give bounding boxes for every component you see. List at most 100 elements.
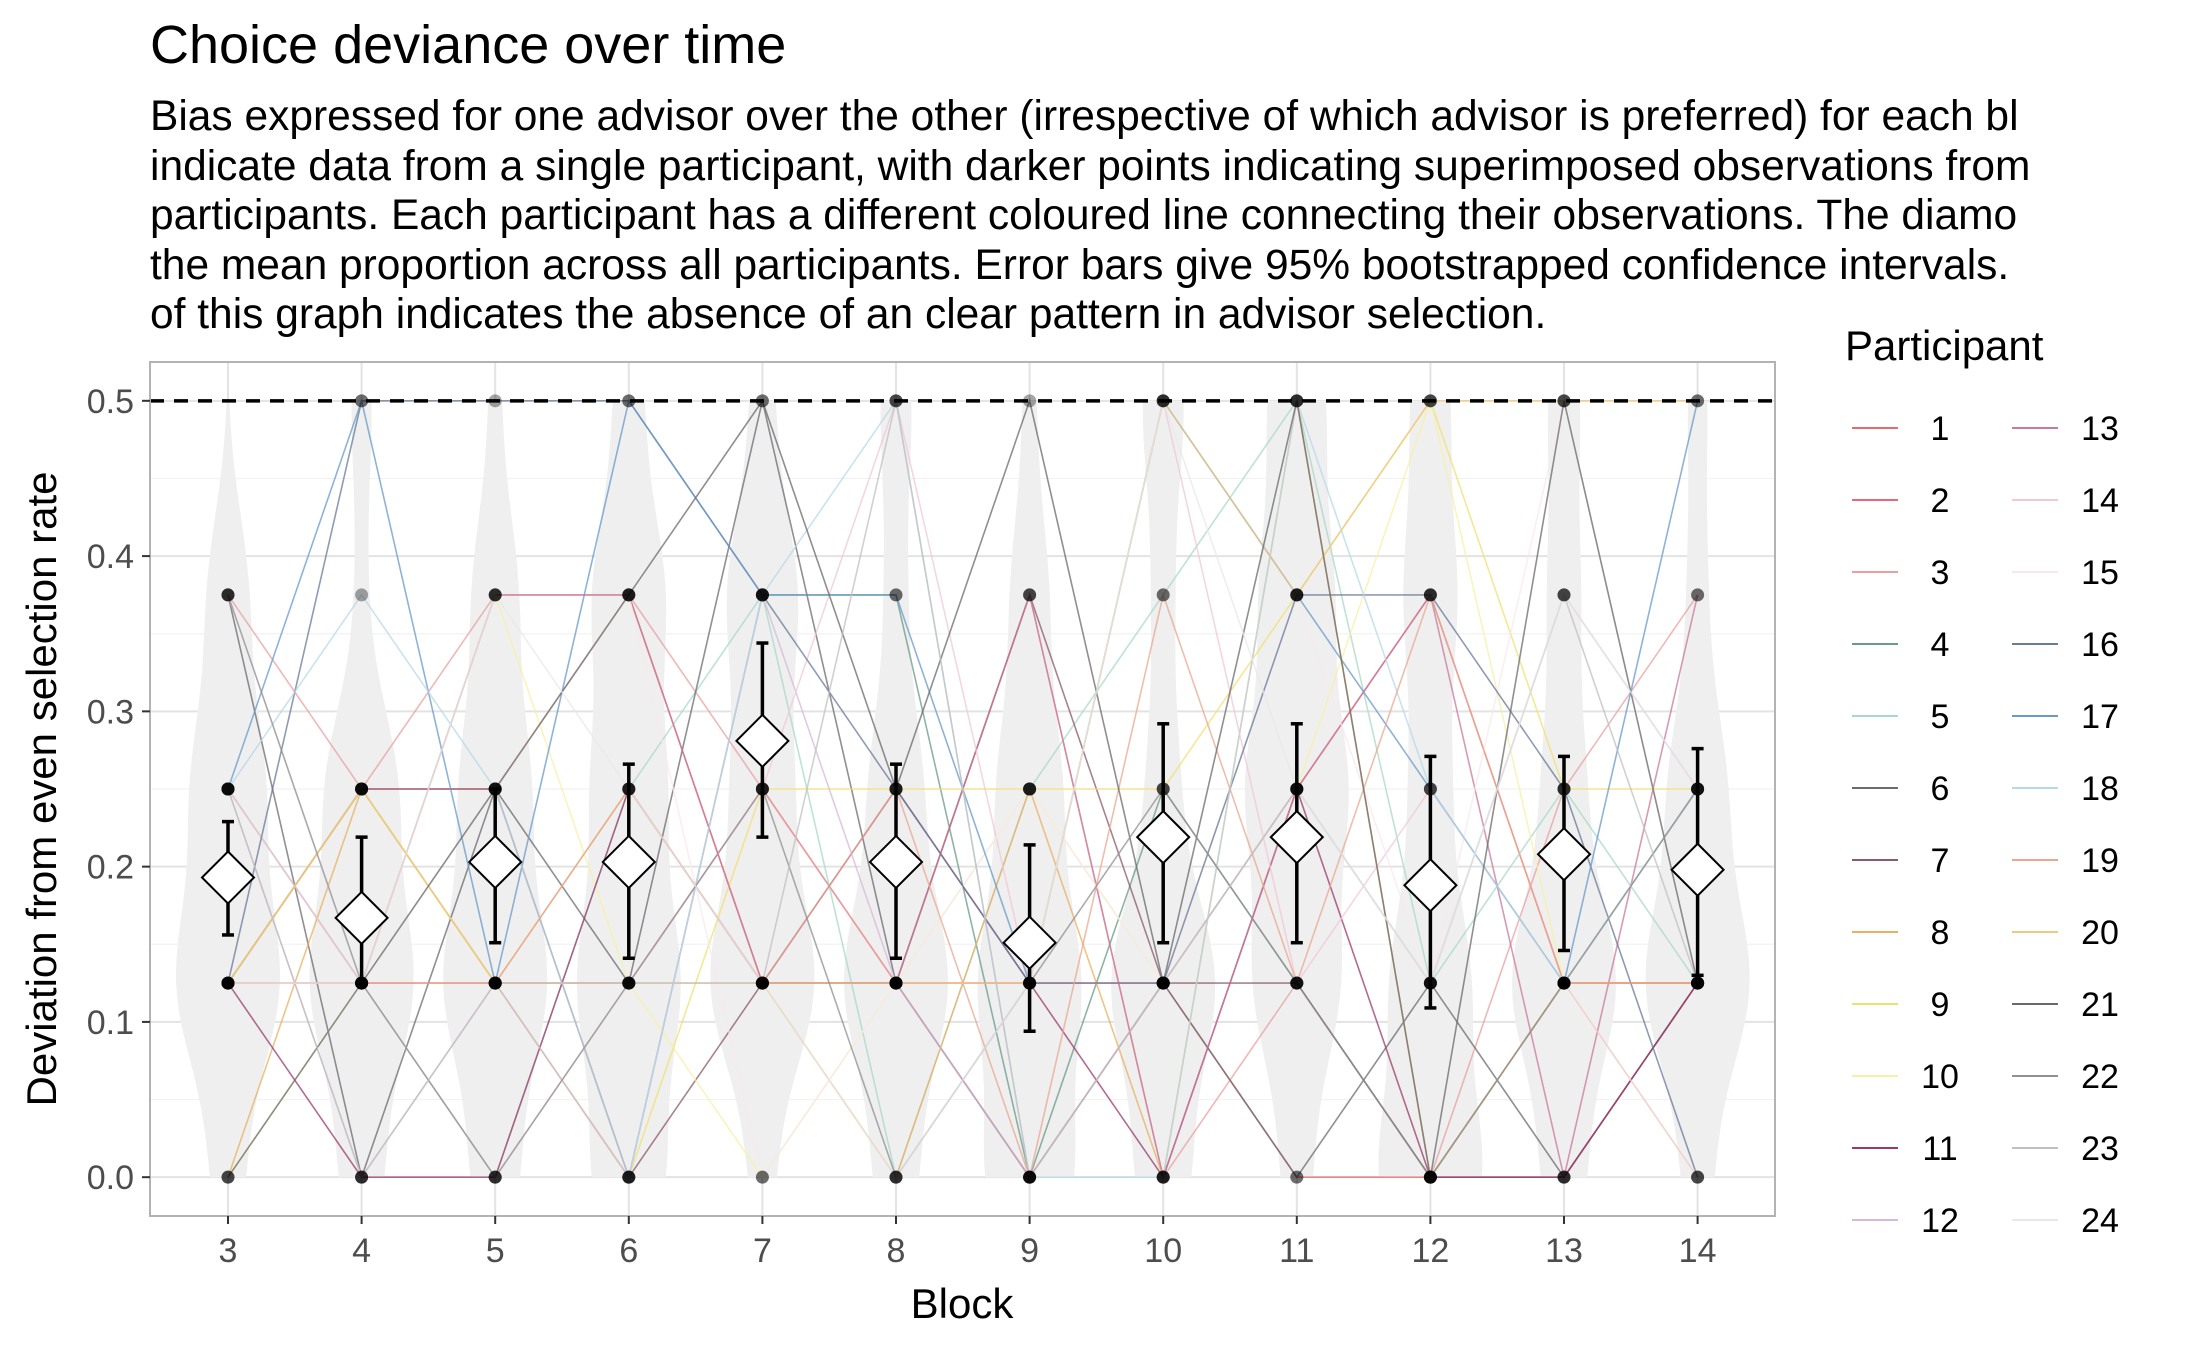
x-tick-label: 14	[1679, 1232, 1717, 1270]
participant-point	[355, 782, 369, 796]
x-tick-label: 5	[486, 1232, 505, 1270]
participant-point	[1557, 588, 1571, 602]
participant-point	[1156, 976, 1170, 990]
participant-point	[622, 976, 636, 990]
participant-point	[1290, 1170, 1304, 1184]
legend-label: 24	[2081, 1202, 2119, 1240]
participant-point	[1156, 1170, 1170, 1184]
participant-point	[1156, 976, 1170, 990]
participant-point	[755, 976, 769, 990]
participant-point	[889, 1170, 903, 1184]
participant-point	[1156, 588, 1170, 602]
participant-point	[622, 1170, 636, 1184]
participant-point	[1023, 1170, 1037, 1184]
participant-point	[1691, 1170, 1705, 1184]
subtitle-line: participants. Each participant has a dif…	[150, 192, 2018, 239]
participant-point	[221, 588, 235, 602]
participant-point	[488, 976, 502, 990]
participant-point	[622, 1170, 636, 1184]
legend-label: 16	[2081, 626, 2119, 664]
mean-diamond	[200, 850, 256, 905]
participant-point	[1691, 976, 1705, 990]
y-tick-label: 0.3	[87, 693, 134, 731]
participant-point	[1557, 394, 1571, 408]
participant-point	[622, 394, 636, 408]
legend-label: 7	[1931, 842, 1950, 880]
participant-point	[1023, 782, 1037, 796]
x-tick-label: 13	[1545, 1232, 1583, 1270]
participant-point	[1290, 394, 1304, 408]
participant-point	[1691, 1170, 1705, 1184]
participant-point	[622, 976, 636, 990]
participant-point	[1290, 588, 1304, 602]
participant-point	[1557, 588, 1571, 602]
mean-diamond	[1402, 857, 1458, 913]
participant-point	[1290, 976, 1304, 990]
participant-point	[622, 588, 636, 602]
mean-diamond	[467, 834, 523, 890]
legend-label: 19	[2081, 842, 2119, 880]
participant-point	[1023, 1170, 1037, 1184]
participant-point	[488, 976, 502, 990]
participant-point	[1290, 976, 1304, 990]
chart-subtitle: Bias expressed for one advisor over the …	[150, 92, 2187, 342]
participant-point	[889, 976, 903, 990]
legend-label: 9	[1931, 986, 1950, 1024]
participant-point	[1023, 1170, 1037, 1184]
participant-point	[1156, 976, 1170, 990]
participant-point	[221, 1170, 235, 1184]
participant-point	[889, 976, 903, 990]
legend-label: 21	[2081, 986, 2119, 1024]
legend-label: 11	[1922, 1130, 1957, 1168]
legend-label: 14	[2081, 482, 2119, 520]
participant-point	[755, 588, 769, 602]
participant-point	[1557, 976, 1571, 990]
participant-point	[622, 976, 636, 990]
participant-point	[1557, 976, 1571, 990]
participant-point	[1290, 976, 1304, 990]
participant-point	[355, 782, 369, 796]
participant-point	[1023, 1170, 1037, 1184]
participant-point	[1290, 588, 1304, 602]
participant-point	[1423, 1170, 1437, 1184]
participant-point	[755, 1170, 769, 1184]
x-tick-label: 12	[1411, 1232, 1449, 1270]
participant-point	[488, 1170, 502, 1184]
participant-point	[221, 1170, 235, 1184]
participant-point	[1023, 782, 1037, 796]
participant-point	[488, 976, 502, 990]
participant-point	[755, 1170, 769, 1184]
legend-label: 13	[2081, 410, 2119, 448]
chart-title: Choice deviance over time	[150, 15, 787, 75]
participant-point	[889, 588, 903, 602]
mean-diamond	[734, 713, 790, 769]
participant-point	[355, 394, 369, 408]
legend-label: 6	[1931, 770, 1950, 808]
participant-point	[1557, 976, 1571, 990]
participant-point	[1557, 394, 1571, 408]
participant-point	[1423, 1170, 1437, 1184]
participant-point	[1423, 1170, 1437, 1184]
participant-point	[755, 588, 769, 602]
y-tick-label: 0.0	[87, 1159, 134, 1197]
participant-point	[889, 976, 903, 990]
participant-point	[355, 1170, 369, 1184]
participant-point	[1156, 976, 1170, 990]
participant-point	[221, 976, 235, 990]
legend-label: 8	[1931, 914, 1950, 952]
participant-point	[355, 782, 369, 796]
participant-point	[488, 1170, 502, 1184]
x-axis-title: Block	[911, 1280, 1015, 1327]
participant-point	[221, 782, 235, 796]
participant-point	[889, 976, 903, 990]
participant-point	[889, 588, 903, 602]
participant-point	[488, 976, 502, 990]
participant-point	[755, 976, 769, 990]
participant-point	[488, 976, 502, 990]
participant-point	[755, 588, 769, 602]
participant-point	[1023, 588, 1037, 602]
participant-point	[1290, 588, 1304, 602]
participant-point	[221, 976, 235, 990]
participant-point	[1691, 976, 1705, 990]
mean-diamond	[334, 890, 390, 946]
